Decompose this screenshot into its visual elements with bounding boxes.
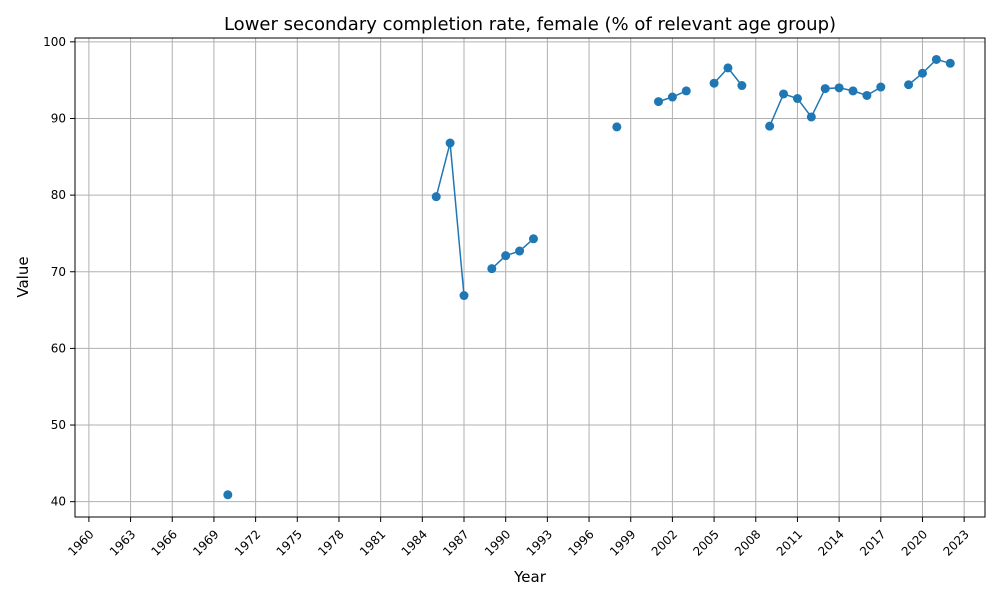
- x-tick-label: 1990: [482, 527, 513, 558]
- data-point: [667, 92, 677, 102]
- data-point: [459, 291, 469, 301]
- x-tick-label: 1978: [315, 527, 346, 558]
- data-point: [654, 97, 664, 107]
- data-point: [917, 68, 927, 78]
- y-tick-label: 90: [51, 111, 66, 125]
- data-point: [834, 83, 844, 93]
- data-point: [820, 84, 830, 94]
- data-point: [501, 251, 511, 261]
- data-point: [876, 82, 886, 92]
- x-tick-label: 2002: [649, 527, 680, 558]
- data-point: [904, 80, 914, 90]
- data-point: [515, 246, 525, 256]
- y-tick-label: 60: [51, 341, 66, 355]
- data-point: [612, 122, 622, 132]
- data-point: [779, 89, 789, 99]
- x-tick-label: 1999: [607, 527, 638, 558]
- data-point: [431, 192, 441, 202]
- x-tick-label: 1981: [357, 527, 388, 558]
- series-line-segment: [491, 238, 534, 270]
- data-point: [709, 78, 719, 88]
- grid: [75, 38, 985, 517]
- x-tick-label: 2008: [732, 527, 763, 558]
- data-point: [681, 86, 691, 96]
- data-point: [723, 63, 733, 73]
- y-tick-label: 80: [51, 188, 66, 202]
- plot-frame: [74, 37, 986, 518]
- x-tick-label: 2005: [690, 527, 721, 558]
- x-tick-label: 1993: [524, 527, 555, 558]
- x-tick-label: 1987: [440, 527, 471, 558]
- data-point: [487, 264, 497, 274]
- y-tick-label: 40: [51, 495, 66, 509]
- x-tick-label: 2017: [857, 527, 888, 558]
- data-point: [806, 112, 816, 122]
- chart-title: Lower secondary completion rate, female …: [224, 14, 836, 35]
- x-tick-label: 1969: [190, 527, 221, 558]
- y-tick-label: 50: [51, 418, 66, 432]
- x-tick-label: 1960: [65, 527, 96, 558]
- y-tick-label: 70: [51, 265, 66, 279]
- x-tick-label: 2020: [899, 527, 930, 558]
- x-tick-label: 1972: [232, 527, 263, 558]
- x-tick-label: 2011: [774, 527, 805, 558]
- x-tick-label: 1975: [274, 527, 305, 558]
- x-axis-label: Year: [513, 568, 547, 586]
- data-point: [862, 90, 872, 100]
- data-point: [792, 94, 802, 104]
- series-lines: [435, 58, 951, 296]
- data-point: [848, 86, 858, 96]
- data-point: [765, 121, 775, 131]
- data-point: [945, 58, 955, 68]
- y-axis-label: Value: [14, 256, 32, 297]
- series-line-segment: [908, 58, 951, 86]
- x-tick-label: 1984: [399, 527, 430, 558]
- x-tick-label: 1963: [107, 527, 138, 558]
- data-point: [223, 490, 233, 500]
- data-point: [931, 54, 941, 64]
- data-point: [737, 81, 747, 91]
- x-tick-label: 2014: [815, 527, 846, 558]
- series-line-segment: [435, 142, 465, 296]
- x-tick-label: 1966: [149, 527, 180, 558]
- data-point: [528, 234, 538, 244]
- data-point: [445, 138, 455, 148]
- x-tick-label: 2023: [940, 527, 971, 558]
- series-points: [223, 54, 955, 500]
- ticks: 1960 1963 1966 1969 1972 1975 1978 1981 1984 1987…: [43, 35, 972, 559]
- x-tick-label: 1996: [565, 527, 596, 558]
- y-tick-label: 100: [43, 35, 66, 49]
